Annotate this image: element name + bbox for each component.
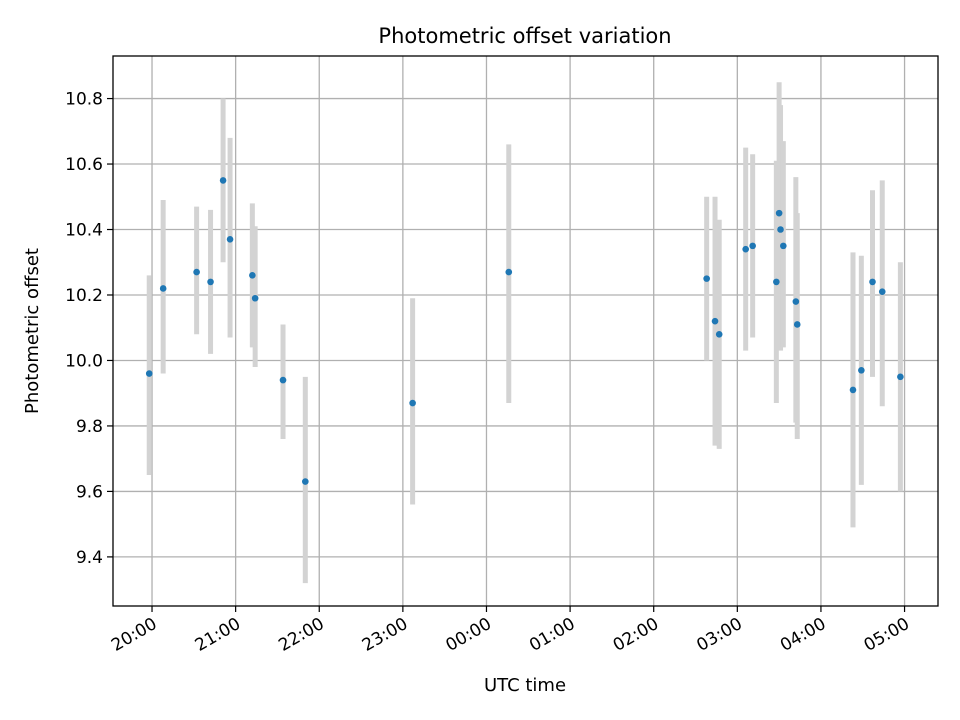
data-points [145,177,904,485]
data-point [505,268,513,276]
data-point [897,373,904,381]
data-point [703,275,710,282]
data-point [409,399,416,407]
data-point [792,298,800,305]
data-point [279,376,287,384]
data-point [207,278,214,286]
data-point [777,226,784,233]
data-point [775,209,783,217]
chart-title: Photometric offset variation [378,24,671,48]
data-point [251,294,259,302]
data-point [858,366,865,374]
y-axis-ticks: 9.4 9.6 9.8 10.0 10.2 10.4 10.6 10.8 [65,90,113,568]
data-point [193,268,200,276]
data-point [780,242,787,250]
data-point [715,330,723,338]
y-tick-label: 9.6 [76,482,103,502]
data-point [159,285,167,292]
data-point [773,278,780,286]
y-tick-label: 10.8 [65,90,103,110]
y-axis-label: Photometric offset [22,248,43,414]
data-point [219,177,227,184]
data-point [793,321,801,328]
y-tick-label: 10.4 [65,221,103,241]
data-point [145,370,153,377]
data-point [302,478,309,485]
data-point [869,278,876,286]
y-tick-label: 10.6 [65,155,103,175]
y-tick-label: 10.0 [65,351,103,371]
data-point [711,317,719,325]
data-point [226,236,234,243]
x-axis-label: UTC time [484,675,566,696]
y-tick-label: 10.2 [65,286,103,306]
data-point [249,272,256,279]
y-tick-label: 9.4 [76,548,103,568]
data-point [749,242,756,250]
data-point [849,386,857,394]
plot-frame [112,55,939,607]
y-tick-label: 9.8 [76,417,103,437]
data-point [878,288,886,296]
data-point [742,245,749,253]
